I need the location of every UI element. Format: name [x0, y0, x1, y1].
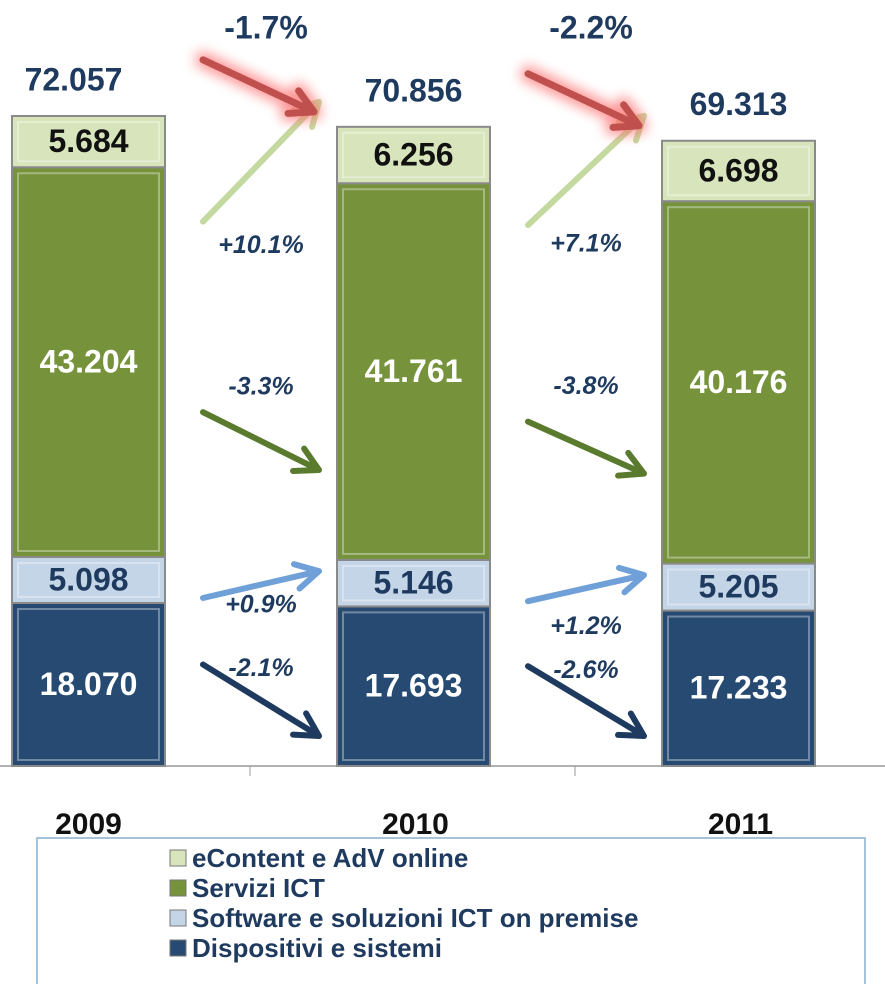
- change-arrow: [200, 409, 322, 474]
- change-label: -3.8%: [553, 372, 618, 400]
- total-arrow-shaft: [524, 70, 638, 127]
- total-change-label: -2.2%: [549, 9, 633, 45]
- change-arrow: [525, 418, 647, 479]
- change-arrow-shaft: [200, 409, 317, 471]
- bar-bevel: [17, 121, 160, 163]
- change-arrow-head: [616, 564, 647, 596]
- legend-swatch: [169, 909, 187, 927]
- change-label: +10.1%: [218, 231, 304, 259]
- bar-segment: [336, 125, 491, 185]
- change-label: +0.9%: [225, 591, 297, 619]
- bar-bevel: [17, 607, 160, 761]
- bar-segment: [11, 601, 166, 767]
- legend-swatch: [169, 879, 187, 897]
- value-label: 5.146: [373, 565, 453, 601]
- value-label: 6.698: [698, 152, 778, 188]
- legend-swatch: [169, 849, 187, 867]
- total-arrow-shaft: [199, 56, 313, 113]
- total-arrow: [199, 56, 318, 117]
- bar-bevel: [667, 206, 810, 559]
- value-label: 5.205: [698, 569, 778, 605]
- value-label: 43.204: [40, 344, 138, 380]
- bar-bevel: [17, 172, 160, 553]
- total-label: 70.856: [365, 72, 463, 108]
- legend-label: eContent e AdV online: [192, 843, 468, 873]
- legend-label: Dispositivi e sistemi: [192, 933, 442, 963]
- value-label: 40.176: [690, 364, 788, 400]
- legend-label: Servizi ICT: [192, 873, 325, 903]
- bar-bevel: [667, 145, 810, 197]
- change-arrow-shaft: [525, 418, 642, 475]
- bar-segment: [661, 562, 816, 612]
- change-label: +7.1%: [550, 230, 622, 258]
- total-arrow-head: [284, 87, 318, 117]
- total-label: 69.313: [690, 86, 788, 122]
- value-label: 17.233: [690, 670, 788, 706]
- total-change-label: -1.7%: [224, 9, 308, 45]
- change-arrow-head: [615, 710, 647, 739]
- total-label: 72.057: [25, 61, 123, 97]
- bar-bevel: [667, 568, 810, 606]
- change-arrow-shaft: [200, 569, 317, 602]
- value-label: 5.684: [48, 123, 128, 159]
- x-tick-label: 2010: [382, 808, 449, 841]
- change-arrow: [200, 561, 322, 602]
- legend-swatch: [169, 939, 187, 957]
- bar-segment: [11, 166, 166, 559]
- total-arrow-head: [609, 101, 643, 131]
- change-label: -3.3%: [228, 373, 293, 401]
- change-arrow-shaft: [200, 103, 318, 225]
- legend-label: Software e soluzioni ICT on premise: [192, 903, 638, 933]
- change-label: -2.6%: [553, 656, 618, 684]
- change-arrow: [200, 661, 322, 739]
- x-tick-label: 2011: [708, 808, 773, 841]
- bar-segment: [661, 200, 816, 565]
- change-arrow-head: [290, 561, 322, 592]
- change-arrow-shaft: [525, 116, 643, 229]
- bar-bevel: [342, 564, 485, 602]
- value-label: 18.070: [40, 666, 138, 702]
- change-arrow-shaft: [200, 661, 317, 736]
- value-label: 41.761: [365, 353, 463, 389]
- change-arrow-head: [290, 710, 322, 739]
- total-arrow: [524, 70, 643, 131]
- bar-segment: [336, 558, 491, 608]
- x-tick-label: 2009: [55, 808, 122, 841]
- bar-bevel: [342, 131, 485, 179]
- bar-bevel: [17, 562, 160, 598]
- bar-bevel: [342, 188, 485, 555]
- value-label: 5.098: [48, 561, 128, 597]
- change-arrow: [525, 564, 647, 605]
- change-label: -2.1%: [228, 654, 293, 682]
- value-label: 6.256: [373, 136, 453, 172]
- bar-segment: [11, 115, 166, 169]
- change-label: +1.2%: [550, 612, 622, 640]
- change-arrow-shaft: [525, 573, 642, 605]
- change-arrow-head: [615, 449, 647, 479]
- bar-segment: [661, 139, 816, 203]
- change-arrow-shaft: [525, 663, 642, 736]
- value-label: 17.693: [365, 668, 463, 704]
- change-arrow: [525, 663, 647, 739]
- change-arrow-head: [290, 445, 322, 474]
- bar-bevel: [342, 611, 485, 762]
- bar-bevel: [667, 615, 810, 762]
